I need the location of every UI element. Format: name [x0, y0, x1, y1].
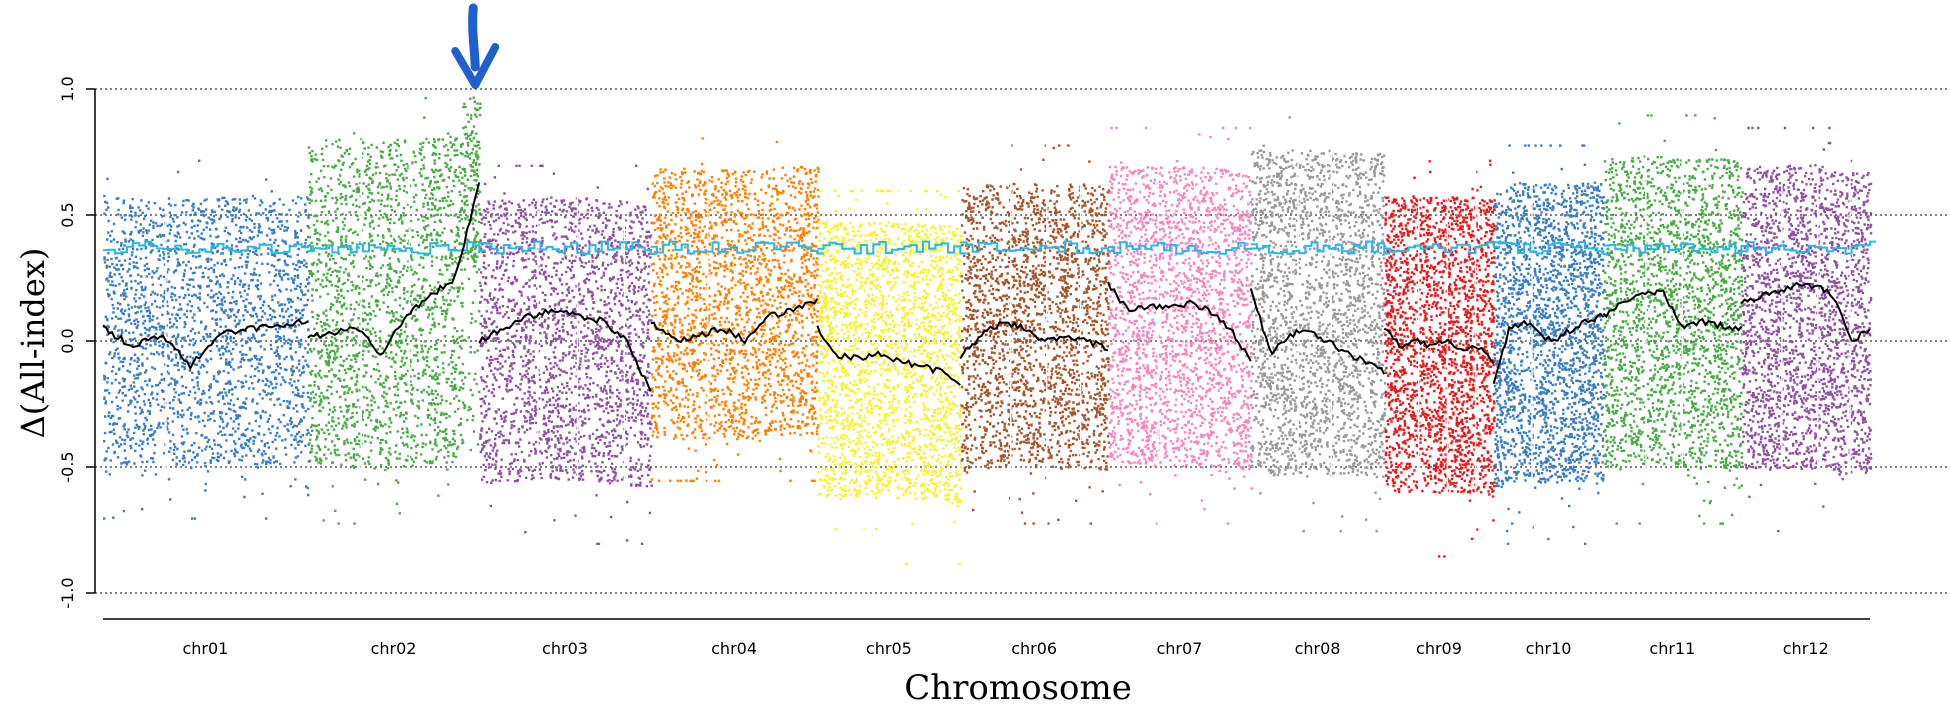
centromere-gap	[1645, 139, 1647, 543]
centromere-gap	[1781, 139, 1783, 543]
chromosome-labels: chr01 chr02 chr03 chr04 chr05 chr06 chr07 chr08…	[182, 639, 1828, 658]
centromere-gap	[1817, 139, 1819, 543]
centromere-gap	[408, 139, 411, 543]
centromere-gap	[1079, 139, 1082, 543]
centromere-gap	[1474, 139, 1477, 543]
threshold-line-chr06	[960, 240, 1115, 255]
reference-lines	[95, 88, 1948, 594]
chromosome-label-chr02: chr02	[371, 639, 417, 658]
centromere-gap	[1531, 139, 1533, 543]
y-tick-label: 0.0	[58, 328, 77, 353]
chromosome-points-chr02	[307, 96, 482, 543]
window-line-chr04	[650, 298, 819, 345]
chromosome-points-chr03	[479, 139, 653, 545]
window-line-chr02	[307, 182, 481, 356]
threshold-lines	[103, 240, 1877, 255]
points-chr05	[817, 189, 963, 566]
window-line-chr05	[816, 325, 961, 386]
chromosome-label-chr12: chr12	[1783, 639, 1829, 658]
chromosome-label-chr01: chr01	[182, 639, 228, 658]
y-axis-ticks: 1.0 0.5 0.0 -0.5 -1.0	[58, 76, 95, 609]
window-line-chr10	[1492, 312, 1605, 384]
window-line-chr12	[1740, 281, 1871, 342]
chromosome-points-chr04	[650, 137, 820, 543]
y-tick-label: -1.0	[58, 577, 77, 608]
window-line-chr01	[102, 318, 309, 371]
chromosome-points-chr06	[960, 139, 1111, 543]
centromere-gap	[1157, 139, 1159, 543]
centromere-gap	[1681, 139, 1683, 543]
arrow-shaft	[468, 3, 480, 72]
chromosome-label-chr08: chr08	[1295, 639, 1341, 658]
points-chr12	[1741, 126, 1873, 533]
chromosome-points-chr12	[1741, 126, 1873, 543]
chromosome-label-chr03: chr03	[542, 639, 588, 658]
points-chr03	[479, 164, 653, 545]
threshold-line-chr03	[479, 240, 657, 255]
chromosome-label-chr07: chr07	[1156, 639, 1202, 658]
chromosome-points-chr05	[817, 139, 963, 566]
window-line-chr03	[478, 308, 652, 392]
chromosome-label-chr04: chr04	[711, 639, 757, 658]
centromere-gap	[576, 139, 579, 543]
annotation-arrow	[451, 3, 500, 89]
points-chr09	[1384, 159, 1496, 558]
window-line-chr07	[1107, 281, 1252, 362]
chromosome-label-chr11: chr11	[1649, 639, 1695, 658]
centromere-gap	[707, 139, 709, 543]
window-line-chr08	[1249, 288, 1386, 375]
threshold-line-chr08	[1250, 240, 1391, 255]
arrow-head	[451, 43, 500, 89]
centromere-gap	[1849, 139, 1851, 543]
window-line-chr09	[1383, 327, 1495, 365]
y-axis-title: Δ(All-index)	[14, 248, 52, 439]
y-tick-label: 0.5	[58, 202, 77, 227]
chromosome-points-chr10	[1493, 139, 1606, 545]
threshold-line-chr10	[1493, 241, 1610, 255]
y-tick-label: 1.0	[58, 76, 77, 101]
chromosome-points-chr08	[1250, 116, 1387, 543]
x-axis-title: Chromosome	[904, 668, 1132, 704]
points-chr08	[1250, 116, 1387, 533]
chromosome-label-chr05: chr05	[866, 639, 912, 658]
points-chr07	[1108, 126, 1254, 525]
chromosome-label-chr06: chr06	[1011, 639, 1057, 658]
threshold-line-chr02	[307, 241, 486, 255]
chromosome-label-chr10: chr10	[1526, 639, 1572, 658]
centromere-gap	[899, 139, 901, 543]
centromere-gap	[537, 139, 539, 543]
threshold-line-chr11	[1603, 242, 1748, 255]
points-chr11	[1603, 114, 1744, 525]
centromere-gap	[360, 139, 362, 543]
centromere-gap	[623, 139, 626, 543]
threshold-line-chr05	[817, 240, 967, 255]
centromere-gap	[862, 139, 865, 543]
centromere-gap	[1010, 139, 1012, 543]
y-tick-label: -0.5	[58, 451, 77, 482]
threshold-line-chr04	[650, 240, 824, 255]
threshold-line-chr09	[1384, 241, 1500, 254]
points-chr04	[650, 137, 820, 482]
centromere-gap	[1297, 139, 1299, 543]
threshold-line-chr07	[1108, 241, 1257, 255]
threshold-line-chr12	[1741, 240, 1877, 255]
points-chr06	[960, 144, 1111, 525]
sliding-window-lines	[102, 182, 1871, 392]
chromosome-label-chr09: chr09	[1416, 639, 1462, 658]
points-chr10	[1493, 144, 1606, 545]
chromosome-points-chr11	[1603, 114, 1744, 543]
chromosome-points-chr07	[1108, 126, 1254, 543]
centromere-gap	[1046, 139, 1048, 543]
window-line-chr06	[959, 321, 1109, 360]
points-chr01	[103, 159, 311, 520]
points-chr02	[307, 96, 482, 525]
window-line-chr11	[1602, 289, 1743, 332]
threshold-line-chr01	[103, 240, 314, 255]
